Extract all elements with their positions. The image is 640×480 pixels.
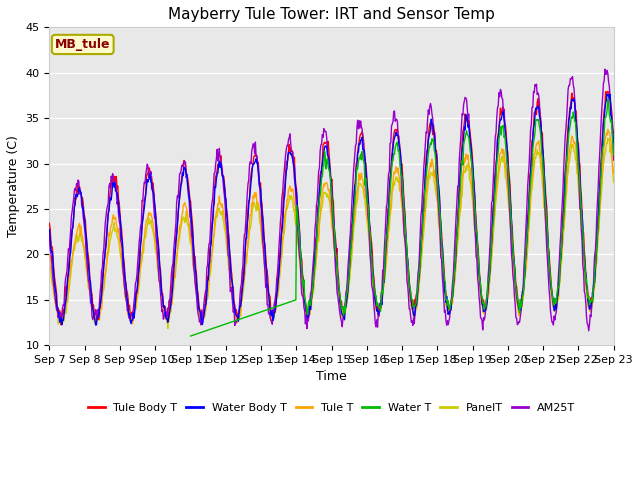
AM25T <box>265 311 273 317</box>
Title: Mayberry Tule Tower: IRT and Sensor Temp: Mayberry Tule Tower: IRT and Sensor Temp <box>168 7 495 22</box>
Tule T <box>112 215 120 220</box>
Tule Body T <box>604 88 612 94</box>
Tule Body T <box>266 292 273 298</box>
Water Body T <box>216 164 224 170</box>
Tule T <box>244 238 252 243</box>
Water T <box>265 306 273 312</box>
PanelT <box>164 325 172 331</box>
Tule Body T <box>58 322 65 328</box>
Line: Water Body T: Water Body T <box>49 94 614 325</box>
Legend: Tule Body T, Water Body T, Tule T, Water T, PanelT, AM25T: Tule Body T, Water Body T, Tule T, Water… <box>83 398 580 417</box>
PanelT <box>390 182 398 188</box>
Line: Water T: Water T <box>191 99 614 336</box>
PanelT <box>112 226 120 232</box>
Line: PanelT: PanelT <box>49 138 614 328</box>
Line: Tule Body T: Tule Body T <box>49 91 614 325</box>
Tule T <box>45 252 53 258</box>
Tule T <box>610 171 618 177</box>
Water Body T <box>45 227 53 232</box>
Tule Body T <box>45 220 53 226</box>
Tule T <box>216 200 224 206</box>
Water Body T <box>390 135 398 141</box>
Text: MB_tule: MB_tule <box>55 38 111 51</box>
Tule Body T <box>244 205 252 211</box>
Tule T <box>129 321 136 327</box>
PanelT <box>422 204 430 209</box>
PanelT <box>610 180 618 185</box>
PanelT <box>244 244 252 250</box>
Tule Body T <box>390 128 398 134</box>
Tule Body T <box>113 174 120 180</box>
Water Body T <box>610 140 618 145</box>
AM25T <box>601 66 609 72</box>
PanelT <box>45 263 53 268</box>
PanelT <box>604 135 612 141</box>
Tule Body T <box>422 155 430 161</box>
AM25T <box>45 232 53 238</box>
Water Body T <box>604 91 611 97</box>
Water Body T <box>422 164 430 169</box>
AM25T <box>422 141 429 147</box>
Tule T <box>266 308 273 313</box>
Water T <box>216 324 223 329</box>
Water T <box>610 153 618 158</box>
Tule T <box>390 171 398 177</box>
Line: AM25T: AM25T <box>49 69 614 331</box>
Water Body T <box>113 189 120 194</box>
Tule T <box>422 189 430 195</box>
PanelT <box>216 209 224 215</box>
PanelT <box>266 301 273 307</box>
X-axis label: Time: Time <box>316 371 347 384</box>
Water T <box>422 185 429 191</box>
Water T <box>243 314 251 320</box>
Water Body T <box>266 299 273 304</box>
Tule T <box>604 127 612 132</box>
Tule Body T <box>610 130 618 136</box>
AM25T <box>610 157 618 163</box>
AM25T <box>390 109 397 115</box>
AM25T <box>585 328 593 334</box>
Water Body T <box>244 215 252 220</box>
Tule Body T <box>216 161 224 167</box>
Water T <box>390 151 397 156</box>
AM25T <box>216 145 223 151</box>
Water Body T <box>92 322 100 328</box>
Line: Tule T: Tule T <box>49 130 614 324</box>
AM25T <box>112 181 120 187</box>
Y-axis label: Temperature (C): Temperature (C) <box>7 135 20 237</box>
AM25T <box>243 191 251 196</box>
